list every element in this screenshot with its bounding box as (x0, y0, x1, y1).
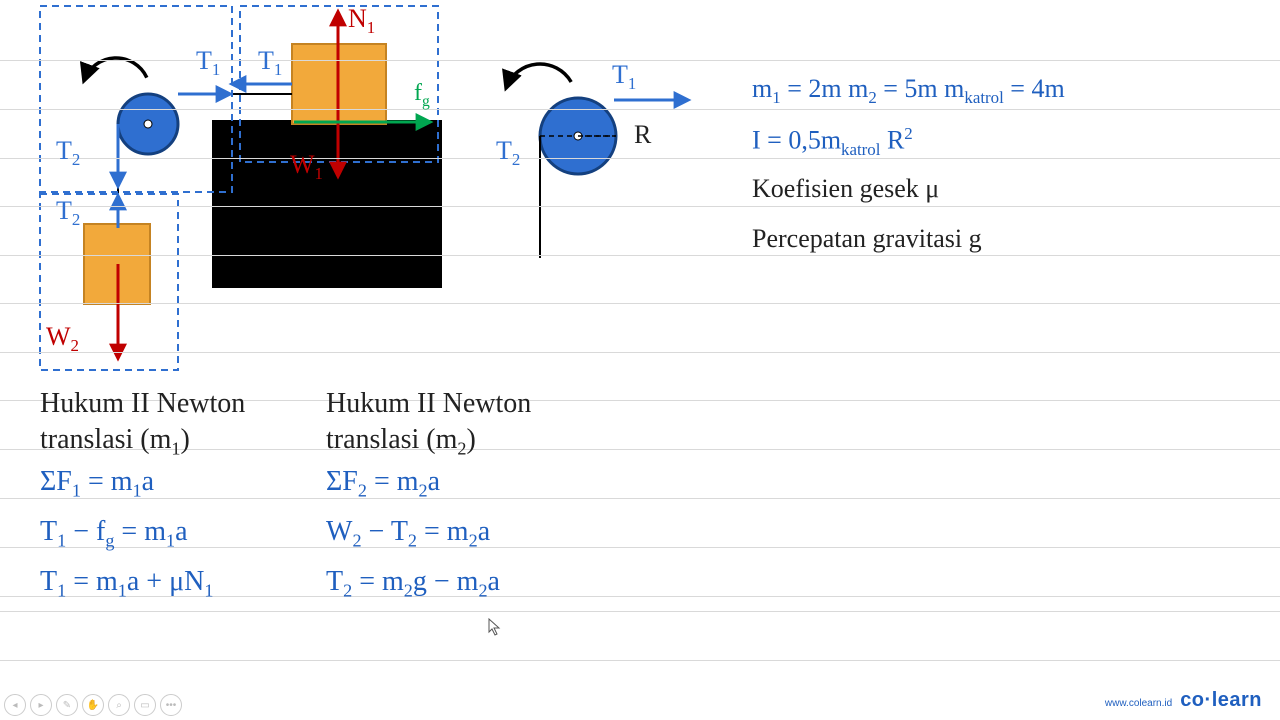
ruled-line (0, 449, 1280, 450)
given-line-0: m1 = 2m m2 = 5m mkatrol = 4m (752, 74, 1065, 108)
label-W2: W2 (46, 322, 79, 356)
brand-logo: co·learn (1180, 689, 1262, 712)
given-line-3: Percepatan gravitasi g (752, 224, 982, 254)
footer-icon-4[interactable]: ⌕ (108, 694, 130, 716)
label-T2p: T2 (496, 136, 520, 170)
label-T1a: T1 (196, 46, 220, 80)
eq-m2-0: ΣF2 = m2a (326, 466, 440, 502)
ruled-line (0, 206, 1280, 207)
label-W1: W1 (290, 150, 323, 184)
brand-url: www.colearn.id (1105, 698, 1172, 709)
label-fg: fg (414, 80, 430, 111)
given-line-1: I = 0,5mkatrol R2 (752, 124, 913, 160)
footer-toolbar: ◂▸✎✋⌕▭••• (4, 694, 182, 716)
label-T2a: T2 (56, 136, 80, 170)
heading-m1-l1: Hukum II Newton (40, 388, 245, 420)
ruled-line (0, 352, 1280, 353)
ruled-line (0, 60, 1280, 61)
ruled-line (0, 109, 1280, 110)
diagram-canvas (0, 0, 1280, 720)
footer-icon-5[interactable]: ▭ (134, 694, 156, 716)
rot-right (506, 64, 571, 88)
ruled-line (0, 611, 1280, 612)
eq-m1-0: ΣF1 = m1a (40, 466, 154, 502)
label-R: R (634, 120, 651, 150)
label-T1b: T1 (258, 46, 282, 80)
given-line-2: Koefisien gesek μ (752, 174, 939, 204)
ruled-line (0, 660, 1280, 661)
ruled-line (0, 498, 1280, 499)
footer-icon-1[interactable]: ▸ (30, 694, 52, 716)
heading-m1-l2: translasi (m1) (40, 424, 190, 460)
eq-m2-2: T2 = m2g − m2a (326, 566, 500, 602)
ruled-line (0, 255, 1280, 256)
pulley-left-hub (144, 120, 152, 128)
ruled-line (0, 547, 1280, 548)
ruled-line (0, 158, 1280, 159)
heading-m2-l2: translasi (m2) (326, 424, 476, 460)
label-T1p: T1 (612, 60, 636, 94)
brand-block: www.colearn.id co·learn (1105, 689, 1262, 712)
footer-icon-0[interactable]: ◂ (4, 694, 26, 716)
eq-m1-2: T1 = m1a + μN1 (40, 566, 213, 602)
footer-icon-3[interactable]: ✋ (82, 694, 104, 716)
ruled-line (0, 303, 1280, 304)
table-block (212, 120, 442, 288)
label-T2b: T2 (56, 196, 80, 230)
heading-m2-l1: Hukum II Newton (326, 388, 531, 420)
footer-icon-2[interactable]: ✎ (56, 694, 78, 716)
rot-left (84, 58, 147, 80)
eq-m2-1: W2 − T2 = m2a (326, 516, 490, 552)
label-N1: N1 (348, 4, 375, 38)
eq-m1-1: T1 − fg = m1a (40, 516, 188, 552)
footer-icon-6[interactable]: ••• (160, 694, 182, 716)
